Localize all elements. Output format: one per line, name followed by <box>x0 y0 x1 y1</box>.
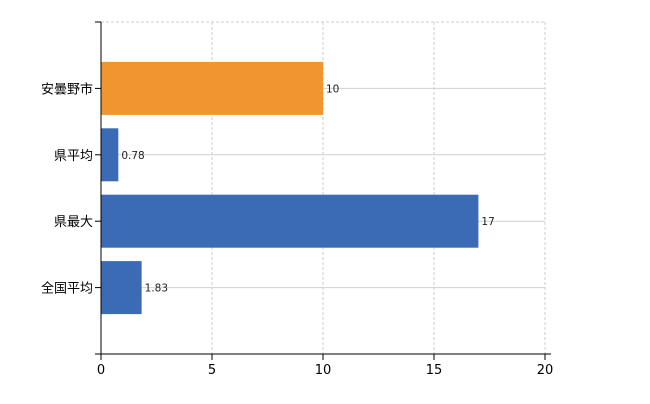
data-label: 1.83 <box>145 283 168 295</box>
data-label: 0.78 <box>121 150 144 162</box>
y-tick-label: 全国平均 <box>41 281 93 297</box>
data-label: 17 <box>481 216 494 228</box>
x-tick-label: 5 <box>208 363 216 378</box>
x-tick-label: 15 <box>426 363 443 378</box>
x-tick-label: 0 <box>97 363 105 378</box>
data-label: 10 <box>326 83 339 95</box>
bar-4 <box>101 261 142 315</box>
bar-1 <box>101 61 323 115</box>
bar-2 <box>101 128 119 182</box>
y-tick-label: 県平均 <box>54 149 93 164</box>
x-tick-label: 20 <box>537 363 554 378</box>
y-tick-label: 県最大 <box>54 215 93 230</box>
x-tick-label: 10 <box>315 363 332 378</box>
bar-3 <box>101 194 479 248</box>
y-tick-label: 安曇野市 <box>41 81 93 97</box>
